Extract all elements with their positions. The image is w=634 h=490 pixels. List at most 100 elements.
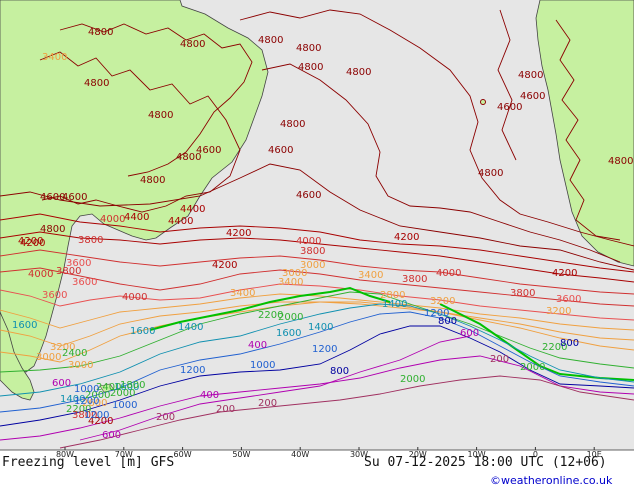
contour-label: 800	[330, 366, 349, 377]
contour-label: 3400	[230, 288, 255, 299]
contour-label: 3000	[282, 268, 307, 279]
contour-label: 4800	[180, 39, 205, 50]
contour-label: 4800	[518, 70, 543, 81]
contour-label: 1600	[130, 326, 155, 337]
contour-label: 3800	[78, 235, 103, 246]
contour-label: 3000	[300, 260, 325, 271]
contour-label: 4200	[18, 236, 43, 247]
contour-label: 3800	[510, 288, 535, 299]
contour-label: 3400	[278, 277, 303, 288]
contour-label: 1200	[312, 344, 337, 355]
contour-label: 4400	[168, 216, 193, 227]
contour-label: 3400	[42, 52, 67, 63]
longitude-label: 0	[533, 450, 538, 459]
contour-label: 4000	[122, 292, 147, 303]
contour-2000-bold-east	[439, 303, 634, 381]
contour-label: 800	[560, 338, 579, 349]
contour-label: 800	[438, 316, 457, 327]
contour-4800-sa2	[59, 23, 253, 177]
contour-label: 2000	[85, 390, 110, 401]
contour-label: 1800	[120, 380, 145, 391]
contour-4800-ocean-a	[239, 9, 634, 247]
contour-label: 2200	[258, 310, 283, 321]
longitude-label: 80W	[56, 450, 74, 459]
contour-label: 3800	[56, 266, 81, 277]
contour-label: 3800	[402, 274, 427, 285]
land-south-america	[0, 0, 269, 373]
land-layer	[0, 0, 634, 401]
footer-strip	[0, 450, 634, 490]
contour-label: 4800	[608, 156, 633, 167]
contour-label: 4000	[28, 269, 53, 280]
contour-1200	[0, 311, 634, 413]
contour-label: 600	[102, 430, 121, 441]
contour-label: 4800	[148, 110, 173, 121]
contour-label: 1400	[382, 299, 407, 310]
contour-label: 2200	[542, 342, 567, 353]
longitude-label: 50W	[232, 450, 250, 459]
longitude-label: 70W	[115, 450, 133, 459]
contour-label: 1600	[114, 382, 139, 393]
contour-label: 3800	[300, 246, 325, 257]
contour-4600	[0, 163, 634, 271]
longitude-label: 10W	[468, 450, 486, 459]
contour-label: 4800	[140, 175, 165, 186]
contour-label: 1000	[250, 360, 275, 371]
contour-label: 1000	[74, 384, 99, 395]
contour-label: 3600	[66, 258, 91, 269]
contour-800	[0, 325, 634, 427]
contour-label: 2400	[96, 382, 121, 393]
credit-text: ©weatheronline.co.uk	[490, 474, 613, 487]
contour-label: 4800	[280, 119, 305, 130]
contour-layer	[0, 9, 634, 449]
contour-label: 4600	[296, 190, 321, 201]
contour-label: 4400	[124, 212, 149, 223]
contour-label: 4600	[268, 145, 293, 156]
contour-600	[79, 335, 471, 441]
contour-label: 1000	[112, 400, 137, 411]
contour-label: 4800	[346, 67, 371, 78]
contour-4800-sa	[39, 51, 241, 213]
contour-4000	[0, 249, 634, 295]
contour-label: 1400	[308, 322, 333, 333]
contour-label: 4200	[20, 238, 45, 249]
contour-1600	[0, 303, 634, 397]
land-africa	[535, 0, 634, 267]
contour-label: 4400	[180, 204, 205, 215]
contour-label: 2000	[278, 312, 303, 323]
longitude-axis: 80W70W60W50W40W30W20W10W010E20E	[56, 447, 602, 459]
contour-label: 4600	[520, 91, 545, 102]
land-island	[480, 99, 486, 105]
contour-label: 4800	[258, 35, 283, 46]
contour-label: 4200	[212, 260, 237, 271]
contour-2400	[0, 291, 634, 373]
longitude-label: 30W	[350, 450, 368, 459]
contour-label: 400	[200, 390, 219, 401]
contour-label: 4200	[394, 232, 419, 243]
contour-label: 600	[460, 328, 479, 339]
contour-4400	[0, 213, 634, 273]
contour-label: 4800	[88, 27, 113, 38]
contour-3600	[0, 283, 634, 321]
contour-label: 4600	[497, 102, 522, 113]
contour-label: 2200	[66, 404, 91, 415]
longitude-label: 10E	[587, 450, 602, 459]
contour-label: 4200	[88, 416, 113, 427]
contour-label: 4800	[40, 224, 65, 235]
contour-label: 2600	[82, 398, 107, 409]
contour-label: 3000	[36, 352, 61, 363]
contour-4200	[0, 231, 634, 283]
contour-label: 3000	[68, 360, 93, 371]
contour-label: 400	[248, 340, 267, 351]
contour-label: 1400	[60, 394, 85, 405]
contour-label: 3400	[358, 270, 383, 281]
contour-2000-bold	[149, 286, 391, 331]
contour-4800-ocean-b	[261, 63, 621, 263]
contour-label: 4600	[40, 192, 65, 203]
contour-label: 4000	[296, 236, 321, 247]
contour-3000	[0, 301, 634, 363]
contour-label: 4000	[100, 214, 125, 225]
contour-label-layer: 4800 4800 4800 4800 4800 4800 4800 4800 4800 4800…	[12, 27, 633, 441]
contour-label: 3800	[72, 410, 97, 421]
contour-label: 1600	[12, 320, 37, 331]
